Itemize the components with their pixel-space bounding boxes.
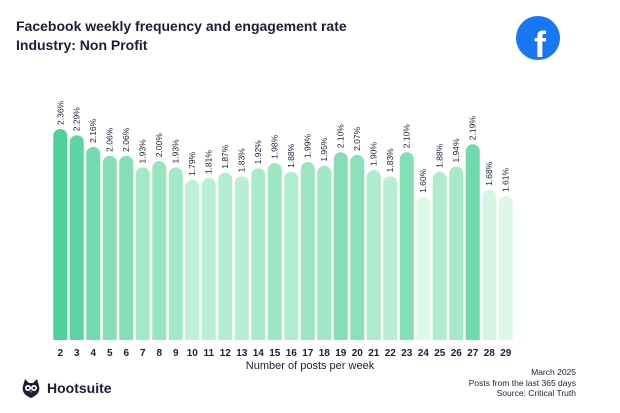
data-label-4: 2.16% (88, 118, 98, 143)
footer-source: Source: Critical Truth (496, 388, 576, 398)
data-label-15: 1.98% (270, 134, 280, 159)
data-label-13: 1.83% (237, 148, 247, 173)
x-tick-27: 27 (467, 348, 479, 359)
x-tick-6: 6 (123, 348, 129, 359)
data-label-12: 1.87% (220, 144, 230, 169)
data-label-22: 1.83% (385, 148, 395, 173)
x-tick-22: 22 (385, 348, 397, 359)
data-label-3: 2.29% (72, 107, 82, 132)
data-label-6: 2.06% (121, 127, 131, 152)
data-label-28: 1.68% (484, 161, 494, 186)
x-tick-3: 3 (74, 348, 80, 359)
x-tick-25: 25 (434, 348, 446, 359)
bar-19 (333, 152, 348, 340)
bar-4 (86, 146, 101, 340)
x-tick-20: 20 (352, 348, 364, 359)
x-axis-title: Number of posts per week (245, 360, 375, 372)
x-tick-8: 8 (156, 348, 162, 359)
x-tick-18: 18 (319, 348, 331, 359)
footer-period: Posts from the last 365 days (468, 377, 576, 388)
bar-8 (152, 161, 167, 340)
hootsuite-wordmark: Hootsuite (47, 380, 112, 396)
footer-date: March 2025 (531, 367, 576, 377)
data-label-25: 1.88% (435, 143, 445, 168)
x-tick-29: 29 (500, 348, 512, 359)
bar-11 (201, 178, 216, 340)
x-tick-12: 12 (220, 348, 232, 359)
data-label-14: 1.92% (253, 140, 263, 165)
x-tick-21: 21 (368, 348, 380, 359)
x-tick-7: 7 (140, 348, 146, 359)
x-tick-5: 5 (107, 348, 113, 359)
x-tick-28: 28 (484, 348, 496, 359)
bar-12 (218, 172, 233, 340)
bar-9 (168, 167, 183, 340)
bar-21 (366, 170, 381, 340)
bar-16 (284, 171, 299, 340)
x-tick-14: 14 (253, 348, 265, 359)
bar-5 (102, 155, 117, 340)
bar-7 (135, 167, 150, 340)
data-label-27: 2.19% (468, 116, 478, 141)
x-tick-9: 9 (173, 348, 179, 359)
bar-28 (482, 189, 497, 340)
facebook-icon-circle (516, 16, 560, 60)
bar-10 (185, 179, 200, 340)
bar-18 (317, 165, 332, 340)
data-label-23: 2.10% (402, 124, 412, 149)
data-label-29: 1.61% (501, 168, 511, 193)
data-label-10: 1.79% (187, 151, 197, 176)
bar-27 (465, 144, 480, 340)
x-tick-4: 4 (90, 348, 96, 359)
data-label-11: 1.81% (204, 150, 214, 175)
bar-15 (267, 162, 282, 340)
bar-24 (416, 196, 431, 340)
data-label-5: 2.06% (105, 127, 115, 152)
data-label-17: 1.99% (303, 134, 313, 159)
data-label-19: 2.10% (336, 124, 346, 149)
bar-13 (234, 176, 249, 340)
x-tick-19: 19 (335, 348, 347, 359)
bar-23 (399, 152, 414, 340)
x-tick-15: 15 (269, 348, 281, 359)
x-tick-26: 26 (451, 348, 463, 359)
bar-3 (69, 135, 84, 340)
chart-subtitle: Industry: Non Profit (16, 37, 148, 53)
bar-29 (498, 196, 513, 340)
x-tick-2: 2 (57, 348, 63, 359)
x-tick-23: 23 (401, 348, 413, 359)
data-label-24: 1.60% (418, 168, 428, 193)
data-label-7: 1.93% (138, 139, 148, 164)
data-label-8: 2.00% (154, 133, 164, 158)
chart-footer: March 2025 Posts from the last 365 days … (469, 367, 576, 399)
data-label-16: 1.88% (286, 143, 296, 168)
x-tick-16: 16 (286, 348, 298, 359)
facebook-icon-glyph: f (534, 24, 547, 60)
bar-6 (119, 155, 134, 340)
data-label-9: 1.93% (171, 139, 181, 164)
x-tick-24: 24 (418, 348, 430, 359)
x-tick-11: 11 (203, 348, 214, 359)
data-label-26: 1.94% (451, 138, 461, 163)
data-label-20: 2.07% (352, 126, 362, 151)
x-tick-10: 10 (187, 348, 199, 359)
hootsuite-owl-icon (22, 379, 40, 398)
x-tick-13: 13 (236, 348, 248, 359)
facebook-icon: f (516, 16, 560, 60)
bar-17 (300, 162, 315, 340)
bar-14 (251, 168, 266, 340)
bar-2 (53, 129, 68, 340)
data-label-2: 2.36% (55, 100, 65, 125)
hootsuite-brand: Hootsuite (20, 377, 112, 399)
bar-26 (449, 166, 464, 340)
x-tick-17: 17 (302, 348, 314, 359)
chart-title: Facebook weekly frequency and engagement… (16, 18, 347, 34)
bar-20 (350, 154, 365, 340)
data-label-18: 1.95% (319, 137, 329, 162)
bar-22 (383, 176, 398, 340)
data-label-21: 1.90% (369, 142, 379, 167)
bar-25 (432, 171, 447, 340)
